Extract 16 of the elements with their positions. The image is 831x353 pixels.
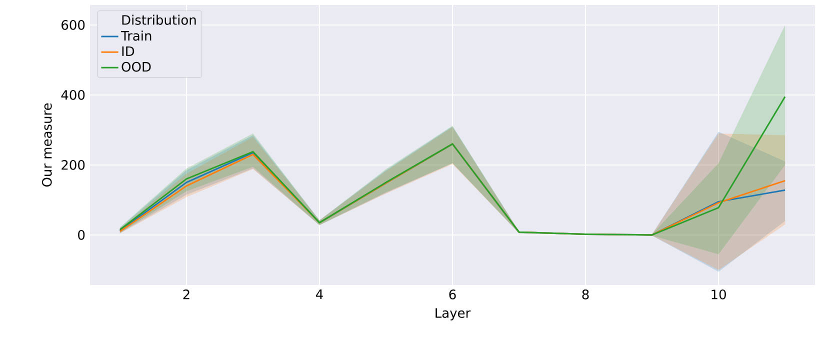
- x-tick-label: 6: [449, 290, 456, 300]
- y-tick-label: 600: [62, 20, 85, 30]
- x-tick-label: 10: [712, 290, 726, 300]
- legend-label: ID: [122, 46, 134, 56]
- x-axis-title: Layer: [436, 308, 471, 320]
- y-tick-label: 0: [78, 230, 85, 240]
- x-tick-label: 8: [582, 290, 589, 300]
- legend-label: Train: [120, 30, 152, 41]
- x-tick-label: 2: [183, 290, 190, 300]
- y-tick-label: 400: [61, 90, 85, 100]
- x-tick-label: 4: [316, 290, 323, 299]
- y-tick-label: 200: [62, 160, 85, 170]
- legend-label: OOD: [122, 62, 151, 72]
- y-axis-title: Our measure: [42, 103, 52, 187]
- line-series: [119, 96, 786, 236]
- legend-title: Distribution: [122, 14, 196, 25]
